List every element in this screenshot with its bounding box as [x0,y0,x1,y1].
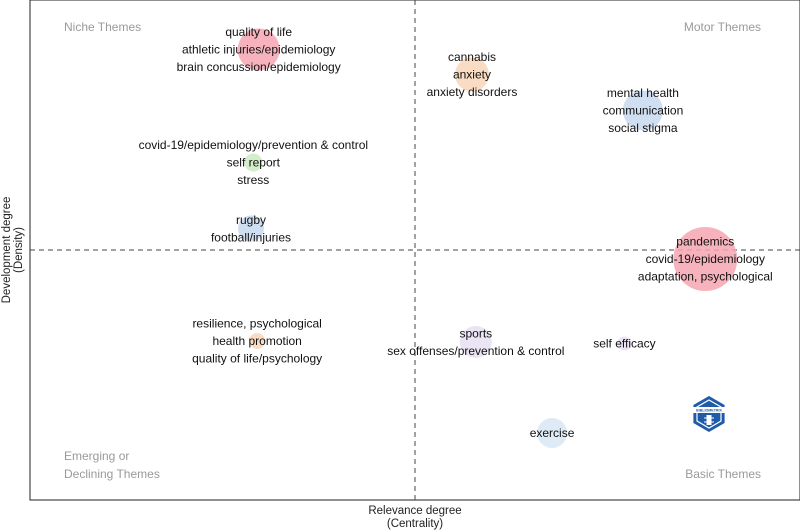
cluster-label: mental health [607,86,679,100]
logo-banner [693,407,725,413]
cluster-label: covid-19/epidemiology/prevention & contr… [139,138,368,152]
cluster-bubble [622,90,663,131]
x-axis-subtitle: (Centrality) [387,518,443,530]
cluster-label: anxiety disorders [427,85,518,99]
cluster-label: quality of life [225,25,292,39]
cluster-label: exercise [530,426,575,440]
logo-text: BIBLIOMETRIX [696,409,722,413]
cluster-label: sex offenses/prevention & control [387,344,564,358]
cluster-bubble [237,215,264,242]
bibliometrix-logo: BIBLIOMETRIX [693,396,725,432]
cluster-label: social stigma [608,121,678,135]
cluster-label: self report [227,156,281,170]
cluster-label: quality of life/psychology [192,352,322,366]
quadrant-emerging-line2: Declining Themes [64,467,160,481]
cluster-bubble [537,418,568,448]
cluster-bubble [244,153,263,172]
cluster-label: football/injuries [211,230,291,244]
y-axis-subtitle: (Density) [13,227,25,273]
cluster-label: brain concussion/epidemiology [177,60,341,74]
cluster-label: self efficacy [593,337,655,351]
x-axis-title: Relevance degree [368,505,461,517]
cluster-label: athletic injuries/epidemiology [182,43,335,57]
quadrant-basic-themes: Basic Themes [685,467,761,481]
cluster-bubble [249,333,266,349]
cluster-label: sports [459,326,492,340]
cluster-label: adaptation, psychological [638,270,773,284]
cluster-bubble [673,227,738,291]
cluster-label: anxiety [453,68,491,82]
cluster-label: stress [237,173,269,187]
logo-column [706,415,712,425]
clusters: quality of life athletic injuries/epidemi… [139,25,773,448]
cluster-label: pandemics [676,235,734,249]
cluster-label: cannabis [448,50,496,64]
cluster-label: resilience, psychological [192,317,321,331]
quadrant-emerging-line1: Emerging or [64,449,129,463]
cluster-label: rugby [236,213,266,227]
cluster-bubble [459,326,492,358]
quadrant-motor-themes: Motor Themes [684,20,761,34]
cluster-bubble [617,336,632,351]
cluster-label: covid-19/epidemiology [646,252,765,266]
y-axis-title: Development degree [1,197,13,304]
cluster-bubble [454,57,489,92]
cluster-label: communication [603,104,684,118]
cluster-label: health promotion [212,334,301,348]
cluster-bubble [237,28,280,71]
logo-hexagon [693,396,725,432]
quadrant-niche-themes: Niche Themes [64,20,141,34]
